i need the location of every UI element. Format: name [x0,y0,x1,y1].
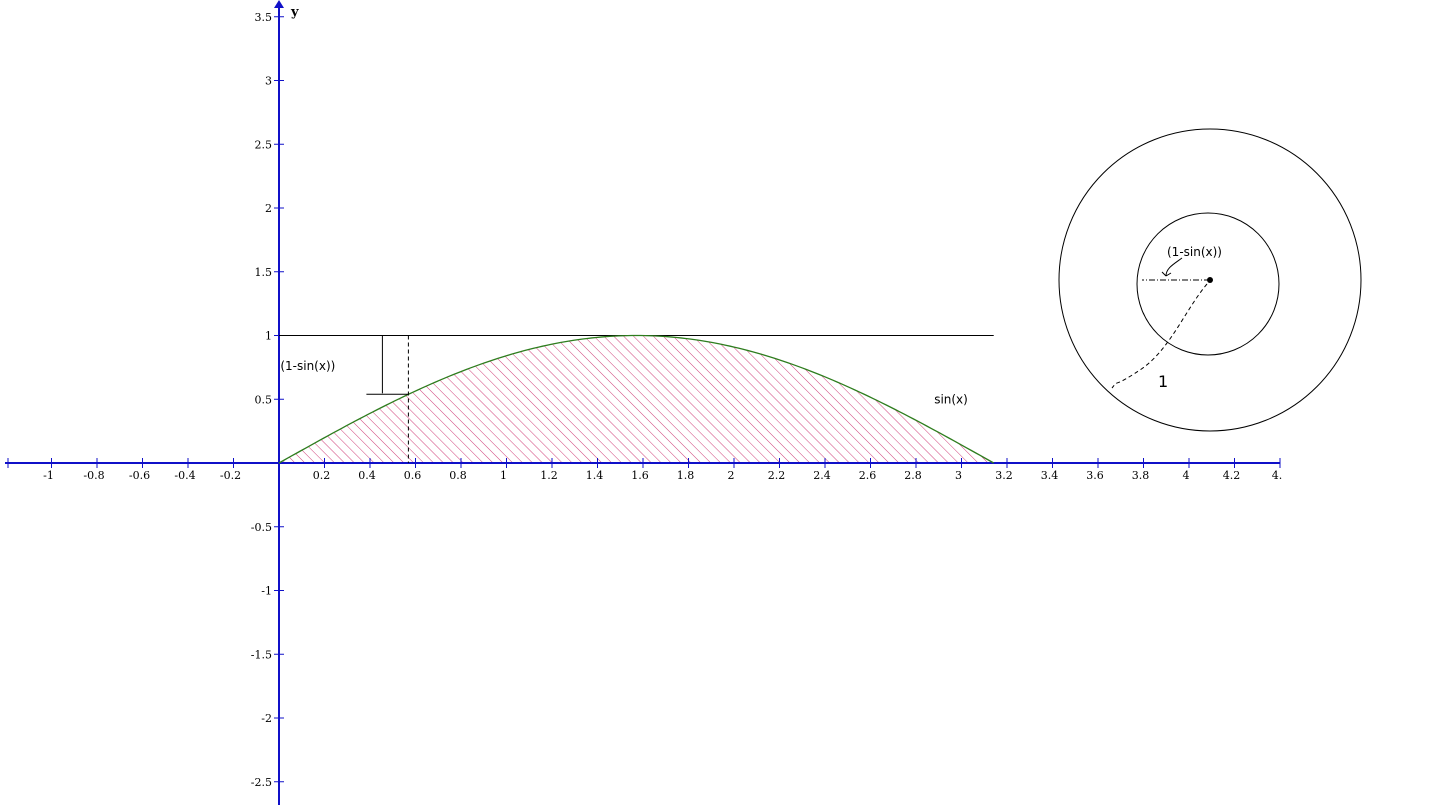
y-tick-label: 3 [265,75,272,88]
x-tick-label: -0.8 [83,469,104,482]
y-tick-label: 1 [265,330,272,343]
series-line-sin [278,334,995,464]
x-tick-label: 3.8 [1132,469,1150,482]
y-tick-label: 2 [265,202,272,215]
y-tick-label: -2 [261,712,272,725]
x-tick-label: 2.6 [859,469,877,482]
x-tick-label: 4.2 [1223,469,1241,482]
series-group [278,334,995,464]
y-axis-label: y [290,5,299,20]
annotation-sin: sin(x) [934,392,968,406]
x-tick-label: 4. [1272,469,1283,482]
y-ticks: 3.5 3 2.5 2 1.5 1 0.5 -0.5 -1 -1.5 -2 -2.5 [251,11,284,789]
x-tick-label: 0.8 [449,469,467,482]
x-tick-label: 0.6 [404,469,422,482]
x-tick-label: -0.2 [220,469,241,482]
inset-inner-circle [1136,212,1280,356]
y-tick-label: 1.5 [255,266,273,279]
sample-segment-group [366,335,409,463]
x-tick-label: 1 [500,469,507,482]
x-tick-label: 2.4 [813,469,831,482]
inset-outer-radius [1111,283,1208,389]
shaded-region-group [279,335,994,463]
y-tick-label: -1.5 [251,648,272,661]
x-tick-label: 3.4 [1041,469,1059,482]
y-axis-arrow [274,0,284,8]
x-tick-label: 1.6 [631,469,649,482]
x-tick-label: -0.4 [174,469,195,482]
x-tick-label: 3 [955,469,962,482]
axes: y -1 -0.8 -0.6 -0.4 -0.2 0.2 0.4 0.6 0.8 1 1.2 1.4 1… [5,0,1282,805]
inset-outer-circle [1058,128,1362,432]
x-tick-label: 3.2 [995,469,1013,482]
x-ticks: -1 -0.8 -0.6 -0.4 -0.2 0.2 0.4 0.6 0.8 1 1.2 1.4 1.6… [7,458,1283,482]
y-tick-label: -2.5 [251,776,272,789]
y-tick-label: 3.5 [255,11,273,24]
inset-outer-label: 1 [1158,372,1168,391]
x-tick-label: -1 [43,469,54,482]
x-tick-label: 0.4 [358,469,376,482]
inset-inner-label: (1-sin(x)) [1167,245,1222,259]
inset-diagram: (1-sin(x)) 1 [1058,128,1362,432]
inset-inner-pointer [1161,257,1183,277]
x-tick-label: 2 [728,469,735,482]
shaded-region [279,335,994,463]
x-tick-label: 1.4 [586,469,604,482]
x-tick-label: 0.2 [313,469,331,482]
x-tick-label: 3.6 [1086,469,1104,482]
x-tick-label: -0.6 [129,469,150,482]
annotation-gap: (1-sin(x)) [280,359,335,373]
x-tick-label: 2.8 [904,469,922,482]
y-tick-label: 0.5 [255,393,273,406]
x-tick-label: 1.8 [677,469,695,482]
y-tick-label: 2.5 [255,138,273,151]
x-tick-label: 4 [1183,469,1190,482]
x-tick-label: 1.2 [540,469,558,482]
x-tick-label: 2.2 [768,469,786,482]
y-tick-label: -0.5 [251,521,272,534]
y-tick-label: -1 [261,585,272,598]
